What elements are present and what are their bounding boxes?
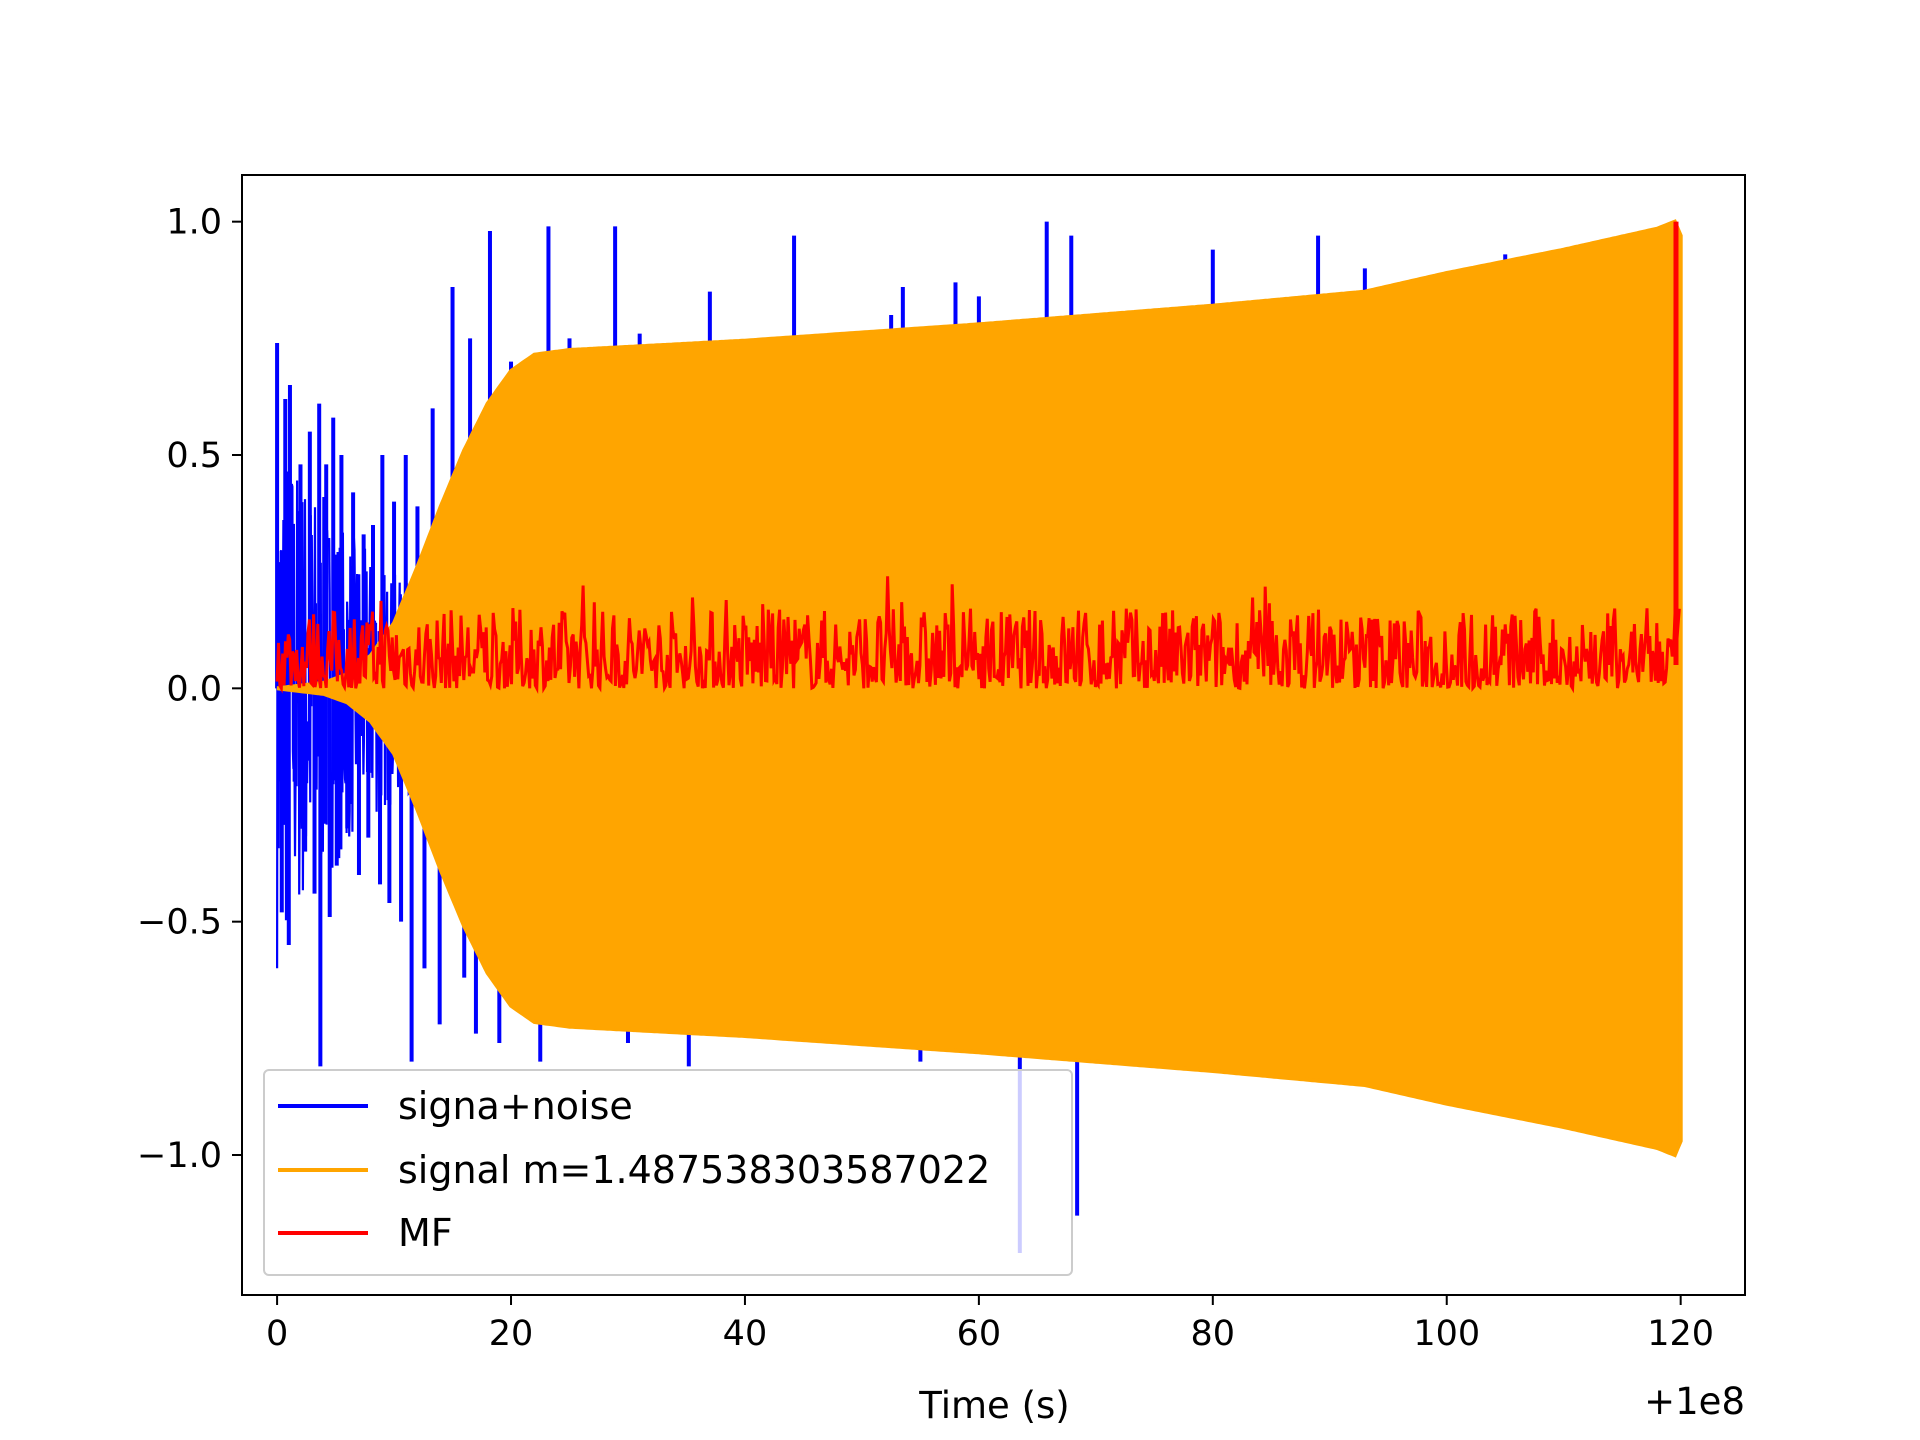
x-tick-label: 80: [1191, 1314, 1236, 1354]
y-tick-label: −1.0: [137, 1136, 222, 1176]
x-axis-label: Time (s): [918, 1384, 1069, 1427]
axis-ticks: 0 20 40 60 80 100 120 −1.0 −0.5 0.0 0.5 1.0: [137, 203, 1714, 1354]
x-tick-label: 100: [1413, 1314, 1480, 1354]
y-tick-label: 1.0: [166, 203, 222, 243]
legend-label-signal: signal m=1.487538303587022: [398, 1148, 990, 1192]
y-tick-label: −0.5: [137, 903, 222, 943]
legend-label-mf: MF: [398, 1211, 453, 1255]
axes-frame: [241, 174, 1746, 1296]
x-tick-label: 20: [489, 1314, 534, 1354]
x-tick-label: 0: [266, 1314, 288, 1354]
x-axis-offset-label: +1e8: [1644, 1380, 1745, 1423]
y-tick-label: 0.5: [166, 436, 222, 476]
mf-series-line: [275, 576, 1681, 695]
legend-box: [263, 1069, 1073, 1276]
legend: signa+noise signal m=1.487538303587022 M…: [263, 1069, 1073, 1276]
y-tick-label: 0.0: [166, 669, 222, 709]
x-tick-label: 60: [957, 1314, 1002, 1354]
signal-envelope: [276, 219, 1683, 1158]
x-tick-label: 40: [723, 1314, 768, 1354]
x-tick-label: 120: [1647, 1314, 1714, 1354]
plot-area: [275, 219, 1683, 1253]
legend-label-signa-noise: signa+noise: [398, 1084, 633, 1128]
